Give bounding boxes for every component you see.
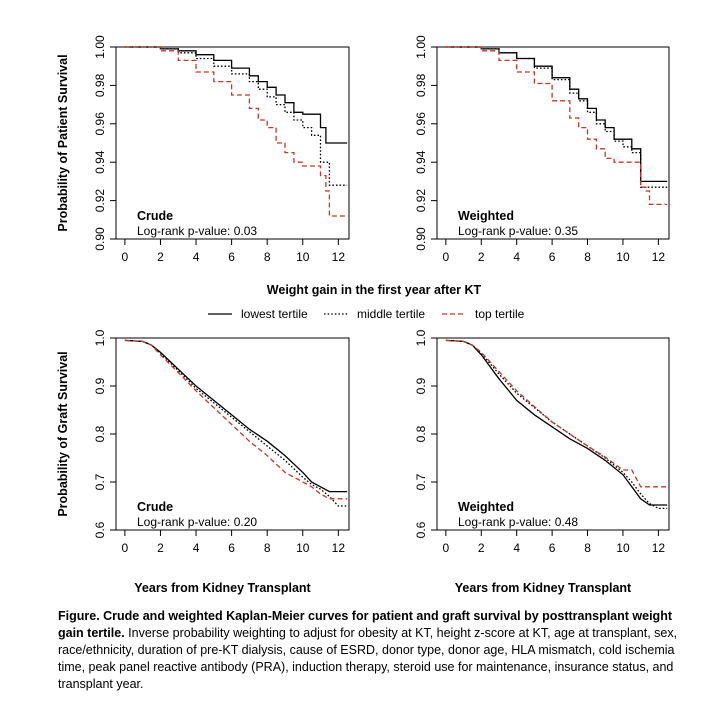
legend-label: lowest tertile xyxy=(241,307,308,321)
x-tick-label: 2 xyxy=(157,541,164,555)
x-tick-label: 6 xyxy=(549,541,556,555)
caption-text: Inverse probability weighting to adjust … xyxy=(58,626,678,691)
panel-bottom-left: 0 2 4 6 8 10 12 0.6 0.7 0.8 0.9 1.0 Probability of G… xyxy=(56,329,350,595)
panel-bottom-right: 0 2 4 6 8 10 12 0.6 0.7 0.8 0.9 1.0 Years from Kidne… xyxy=(414,329,670,595)
x-tick-label: 6 xyxy=(228,250,235,264)
x-axis-label: Years from Kidney Transplant xyxy=(134,581,311,595)
series-line-top-tertile xyxy=(124,46,348,217)
x-tick-label: 0 xyxy=(443,541,450,555)
x-tick-label: 10 xyxy=(616,250,630,264)
y-tick-label: 0.98 xyxy=(93,73,107,97)
log-rank-annotation: Log-rank p-value: 0.03 xyxy=(137,224,257,238)
y-tick-label: 1.0 xyxy=(414,329,428,346)
panel-top-left: 0 2 4 6 8 10 12 0.90 0.92 0.94 0.96 0.98 1.00 Probabi… xyxy=(56,35,350,264)
y-tick-label: 0.98 xyxy=(414,73,428,97)
legend: lowest tertile middle tertile top tertile xyxy=(208,307,525,321)
figure-caption: Figure. Crude and weighted Kaplan-Meier … xyxy=(58,608,698,693)
x-tick-label: 10 xyxy=(296,250,310,264)
panel-title: Crude xyxy=(137,209,173,223)
y-axis-label: Probability of Graft Survival xyxy=(56,351,70,516)
y-tick-label: 0.9 xyxy=(93,377,107,394)
y-tick-label: 0.94 xyxy=(93,150,107,174)
x-tick-label: 4 xyxy=(193,541,200,555)
series-line-top-tertile xyxy=(445,46,668,206)
series-line-lowest-tertile xyxy=(124,339,348,493)
series-line-lowest-tertile xyxy=(445,339,668,506)
y-tick-label: 0.6 xyxy=(414,521,428,538)
x-axis-label: Years from Kidney Transplant xyxy=(455,581,632,595)
x-tick-label: 0 xyxy=(122,541,129,555)
y-tick-label: 0.7 xyxy=(93,473,107,490)
legend-label: top tertile xyxy=(475,307,525,321)
y-tick-label: 0.9 xyxy=(414,377,428,394)
x-tick-label: 2 xyxy=(157,250,164,264)
x-tick-label: 0 xyxy=(122,250,129,264)
series-line-middle-tertile xyxy=(445,46,668,188)
panel-title: Crude xyxy=(137,500,173,514)
y-tick-label: 0.90 xyxy=(93,227,107,251)
y-tick-label: 0.90 xyxy=(414,227,428,251)
x-tick-label: 12 xyxy=(652,541,666,555)
x-tick-label: 12 xyxy=(332,250,346,264)
log-rank-annotation: Log-rank p-value: 0.35 xyxy=(458,224,578,238)
plot-frame xyxy=(115,46,350,240)
x-tick-label: 8 xyxy=(584,541,591,555)
series-line-top-tertile xyxy=(124,339,348,500)
log-rank-annotation: Log-rank p-value: 0.20 xyxy=(137,515,257,529)
panel-top-right: 0 2 4 6 8 10 12 0.90 0.92 0.94 0.96 0.98 1.00 Weighte… xyxy=(414,35,670,264)
y-tick-label: 0.92 xyxy=(93,189,107,213)
series-line-middle-tertile xyxy=(124,46,348,186)
x-tick-label: 6 xyxy=(228,541,235,555)
x-tick-label: 6 xyxy=(549,250,556,264)
y-tick-label: 1.0 xyxy=(93,329,107,346)
legend-label: middle tertile xyxy=(357,307,425,321)
y-tick-label: 0.7 xyxy=(414,473,428,490)
x-tick-label: 4 xyxy=(193,250,200,264)
x-tick-label: 10 xyxy=(296,541,310,555)
x-tick-label: 8 xyxy=(264,541,271,555)
x-tick-label: 2 xyxy=(478,541,485,555)
series-line-top-tertile xyxy=(445,339,668,488)
series-line-lowest-tertile xyxy=(445,46,668,183)
series-line-middle-tertile xyxy=(124,339,348,507)
y-tick-label: 1.00 xyxy=(93,35,107,59)
y-axis-label: Probability of Patient Survival xyxy=(56,54,70,231)
x-tick-label: 0 xyxy=(443,250,450,264)
shared-x-axis-label: Weight gain in the first year after KT xyxy=(267,283,482,297)
y-tick-label: 0.94 xyxy=(414,150,428,174)
x-tick-label: 8 xyxy=(264,250,271,264)
x-tick-label: 2 xyxy=(478,250,485,264)
series-line-lowest-tertile xyxy=(124,46,348,144)
log-rank-annotation: Log-rank p-value: 0.48 xyxy=(458,515,578,529)
y-tick-label: 0.96 xyxy=(93,112,107,136)
x-tick-label: 10 xyxy=(616,541,630,555)
y-tick-label: 0.96 xyxy=(414,112,428,136)
plot-frame xyxy=(436,46,670,240)
x-tick-label: 8 xyxy=(584,250,591,264)
panel-title: Weighted xyxy=(458,209,514,223)
series-line-middle-tertile xyxy=(445,339,668,510)
caption-bold: Figure. Crude and weighted Kaplan-Meier … xyxy=(58,609,672,640)
chart-panels: 0 2 4 6 8 10 120.900.920.940.960.981.00Probabi… xyxy=(56,35,670,595)
x-tick-label: 12 xyxy=(652,250,666,264)
y-tick-label: 0.6 xyxy=(93,521,107,538)
km-figure: 0 2 4 6 8 10 120.900.920.940.960.981.00Probabi… xyxy=(56,35,670,595)
panel-title: Weighted xyxy=(458,500,514,514)
y-tick-label: 0.92 xyxy=(414,189,428,213)
x-tick-label: 4 xyxy=(513,541,520,555)
y-tick-label: 0.8 xyxy=(93,425,107,442)
y-tick-label: 1.00 xyxy=(414,35,428,59)
y-tick-label: 0.8 xyxy=(414,425,428,442)
x-tick-label: 12 xyxy=(332,541,346,555)
x-tick-label: 4 xyxy=(513,250,520,264)
